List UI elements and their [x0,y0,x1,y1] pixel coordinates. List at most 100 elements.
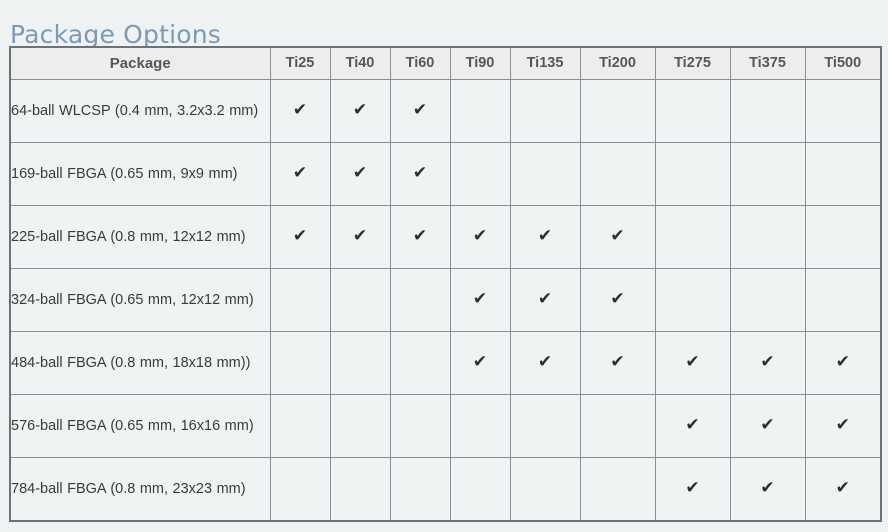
support-cell-ti375: ✔ [729,394,806,458]
package-name-cell: 576-ball FBGA (0.65 mm, 16x16 mm) [9,394,271,458]
support-cell-ti40: ✔ [329,331,391,395]
support-cell-ti375: ✔ [729,268,806,332]
column-header-ti275: Ti275 [654,46,731,80]
support-cell-ti275: ✔ [654,142,731,206]
support-cell-ti135: ✔ [509,331,581,395]
column-header-ti40: Ti40 [329,46,391,80]
check-icon: ✔ [835,351,850,372]
check-icon: ✔ [292,162,308,183]
support-cell-ti500: ✔ [804,457,882,522]
support-cell-ti25: ✔ [269,457,331,522]
support-cell-ti40: ✔ [329,268,391,332]
support-cell-ti500: ✔ [804,394,882,458]
support-cell-ti25: ✔ [269,205,331,269]
check-icon: ✔ [685,477,700,498]
support-cell-ti60: ✔ [389,457,451,522]
column-header-ti500: Ti500 [804,46,882,80]
support-cell-ti275: ✔ [654,268,731,332]
column-header-ti25: Ti25 [269,46,331,80]
column-header-ti200: Ti200 [579,46,656,80]
support-cell-ti90: ✔ [449,394,511,458]
check-icon: ✔ [352,162,368,183]
support-cell-ti90: ✔ [449,457,511,522]
check-icon: ✔ [610,288,625,309]
support-cell-ti500: ✔ [804,142,882,206]
check-icon: ✔ [685,351,700,372]
support-cell-ti200: ✔ [579,457,656,522]
check-icon: ✔ [412,225,428,246]
support-cell-ti25: ✔ [269,394,331,458]
table-body: 64-ball WLCSP (0.4 mm, 3.2x3.2 mm)✔✔✔✔✔✔… [9,79,882,522]
table-row: 64-ball WLCSP (0.4 mm, 3.2x3.2 mm)✔✔✔✔✔✔… [9,79,882,143]
support-cell-ti90: ✔ [449,268,511,332]
support-cell-ti275: ✔ [654,205,731,269]
table-row: 225-ball FBGA (0.8 mm, 12x12 mm)✔✔✔✔✔✔✔✔… [9,205,882,269]
support-cell-ti375: ✔ [729,79,806,143]
check-icon: ✔ [352,99,368,120]
table-row: 324-ball FBGA (0.65 mm, 12x12 mm)✔✔✔✔✔✔✔… [9,268,882,332]
support-cell-ti500: ✔ [804,205,882,269]
column-header-package: Package [9,46,271,80]
support-cell-ti200: ✔ [579,268,656,332]
check-icon: ✔ [472,225,488,246]
support-cell-ti90: ✔ [449,205,511,269]
support-cell-ti135: ✔ [509,79,581,143]
support-cell-ti90: ✔ [449,331,511,395]
support-cell-ti40: ✔ [329,205,391,269]
support-cell-ti40: ✔ [329,457,391,522]
support-cell-ti40: ✔ [329,394,391,458]
table-header: Package Ti25 Ti40 Ti60 Ti90 Ti135 Ti200 Ti275 Ti… [9,46,882,80]
table-row: 784-ball FBGA (0.8 mm, 23x23 mm)✔✔✔✔✔✔✔✔… [9,457,882,522]
support-cell-ti40: ✔ [329,142,391,206]
support-cell-ti200: ✔ [579,142,656,206]
check-icon: ✔ [760,414,775,435]
check-icon: ✔ [537,288,553,309]
check-icon: ✔ [760,351,775,372]
support-cell-ti135: ✔ [509,457,581,522]
support-cell-ti25: ✔ [269,79,331,143]
check-icon: ✔ [412,99,428,120]
support-cell-ti25: ✔ [269,268,331,332]
support-cell-ti200: ✔ [579,205,656,269]
check-icon: ✔ [760,477,775,498]
support-cell-ti375: ✔ [729,331,806,395]
support-cell-ti60: ✔ [389,268,451,332]
table-row: 576-ball FBGA (0.65 mm, 16x16 mm)✔✔✔✔✔✔✔… [9,394,882,458]
package-name-cell: 64-ball WLCSP (0.4 mm, 3.2x3.2 mm) [9,79,271,143]
support-cell-ti25: ✔ [269,142,331,206]
support-cell-ti200: ✔ [579,79,656,143]
support-cell-ti90: ✔ [449,79,511,143]
table-row: 484-ball FBGA (0.8 mm, 18x18 mm))✔✔✔✔✔✔✔… [9,331,882,395]
column-header-ti135: Ti135 [509,46,581,80]
support-cell-ti60: ✔ [389,142,451,206]
package-options-table: Package Ti25 Ti40 Ti60 Ti90 Ti135 Ti200 Ti275 Ti… [9,46,882,522]
support-cell-ti135: ✔ [509,268,581,332]
support-cell-ti275: ✔ [654,457,731,522]
package-options-table-wrapper: Package Ti25 Ti40 Ti60 Ti90 Ti135 Ti200 Ti275 Ti… [9,46,882,522]
support-cell-ti135: ✔ [509,394,581,458]
package-name-cell: 784-ball FBGA (0.8 mm, 23x23 mm) [9,457,271,522]
support-cell-ti500: ✔ [804,331,882,395]
table-row: 169-ball FBGA (0.65 mm, 9x9 mm)✔✔✔✔✔✔✔✔✔ [9,142,882,206]
support-cell-ti60: ✔ [389,394,451,458]
check-icon: ✔ [472,351,488,372]
support-cell-ti375: ✔ [729,205,806,269]
check-icon: ✔ [352,225,368,246]
support-cell-ti275: ✔ [654,331,731,395]
support-cell-ti375: ✔ [729,457,806,522]
support-cell-ti500: ✔ [804,79,882,143]
column-header-ti60: Ti60 [389,46,451,80]
column-header-ti375: Ti375 [729,46,806,80]
package-name-cell: 324-ball FBGA (0.65 mm, 12x12 mm) [9,268,271,332]
check-icon: ✔ [610,225,625,246]
check-icon: ✔ [537,351,553,372]
support-cell-ti60: ✔ [389,205,451,269]
check-icon: ✔ [835,414,850,435]
check-icon: ✔ [610,351,625,372]
check-icon: ✔ [472,288,488,309]
package-name-cell: 225-ball FBGA (0.8 mm, 12x12 mm) [9,205,271,269]
support-cell-ti25: ✔ [269,331,331,395]
package-name-cell: 484-ball FBGA (0.8 mm, 18x18 mm)) [9,331,271,395]
support-cell-ti60: ✔ [389,79,451,143]
